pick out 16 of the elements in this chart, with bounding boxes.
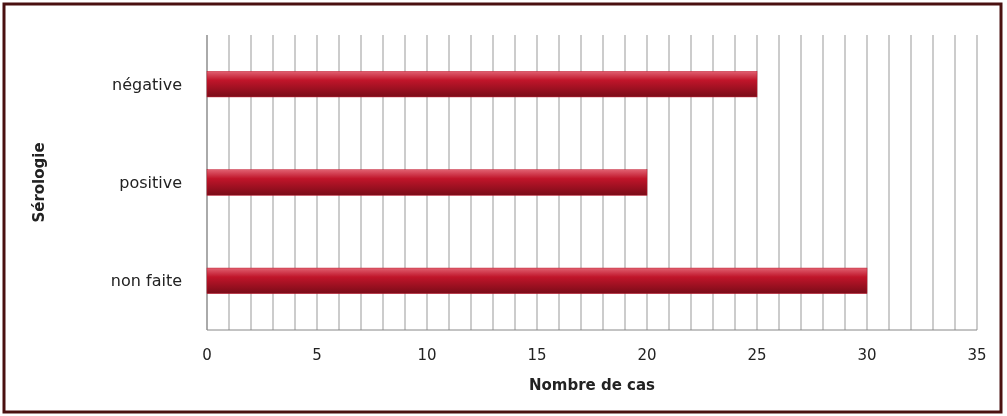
x-tick-label: 0	[202, 346, 212, 364]
bar	[206, 267, 868, 294]
y-tick-label: non faite	[110, 271, 182, 291]
y-axis-title: Sérologie	[30, 142, 48, 223]
x-tick-label: 30	[857, 346, 877, 364]
x-tick-label: 15	[527, 346, 547, 364]
x-tick-label: 35	[967, 346, 987, 364]
x-axis-title: Nombre de cas	[528, 376, 656, 394]
y-tick-label: positive	[119, 173, 182, 193]
bar	[206, 169, 648, 196]
x-tick-label: 25	[747, 346, 767, 364]
x-tick-label: 10	[417, 346, 437, 364]
bar	[206, 71, 758, 98]
x-tick-label: 5	[312, 346, 322, 364]
y-tick-label: négative	[112, 74, 182, 94]
x-tick-label: 20	[637, 346, 657, 364]
